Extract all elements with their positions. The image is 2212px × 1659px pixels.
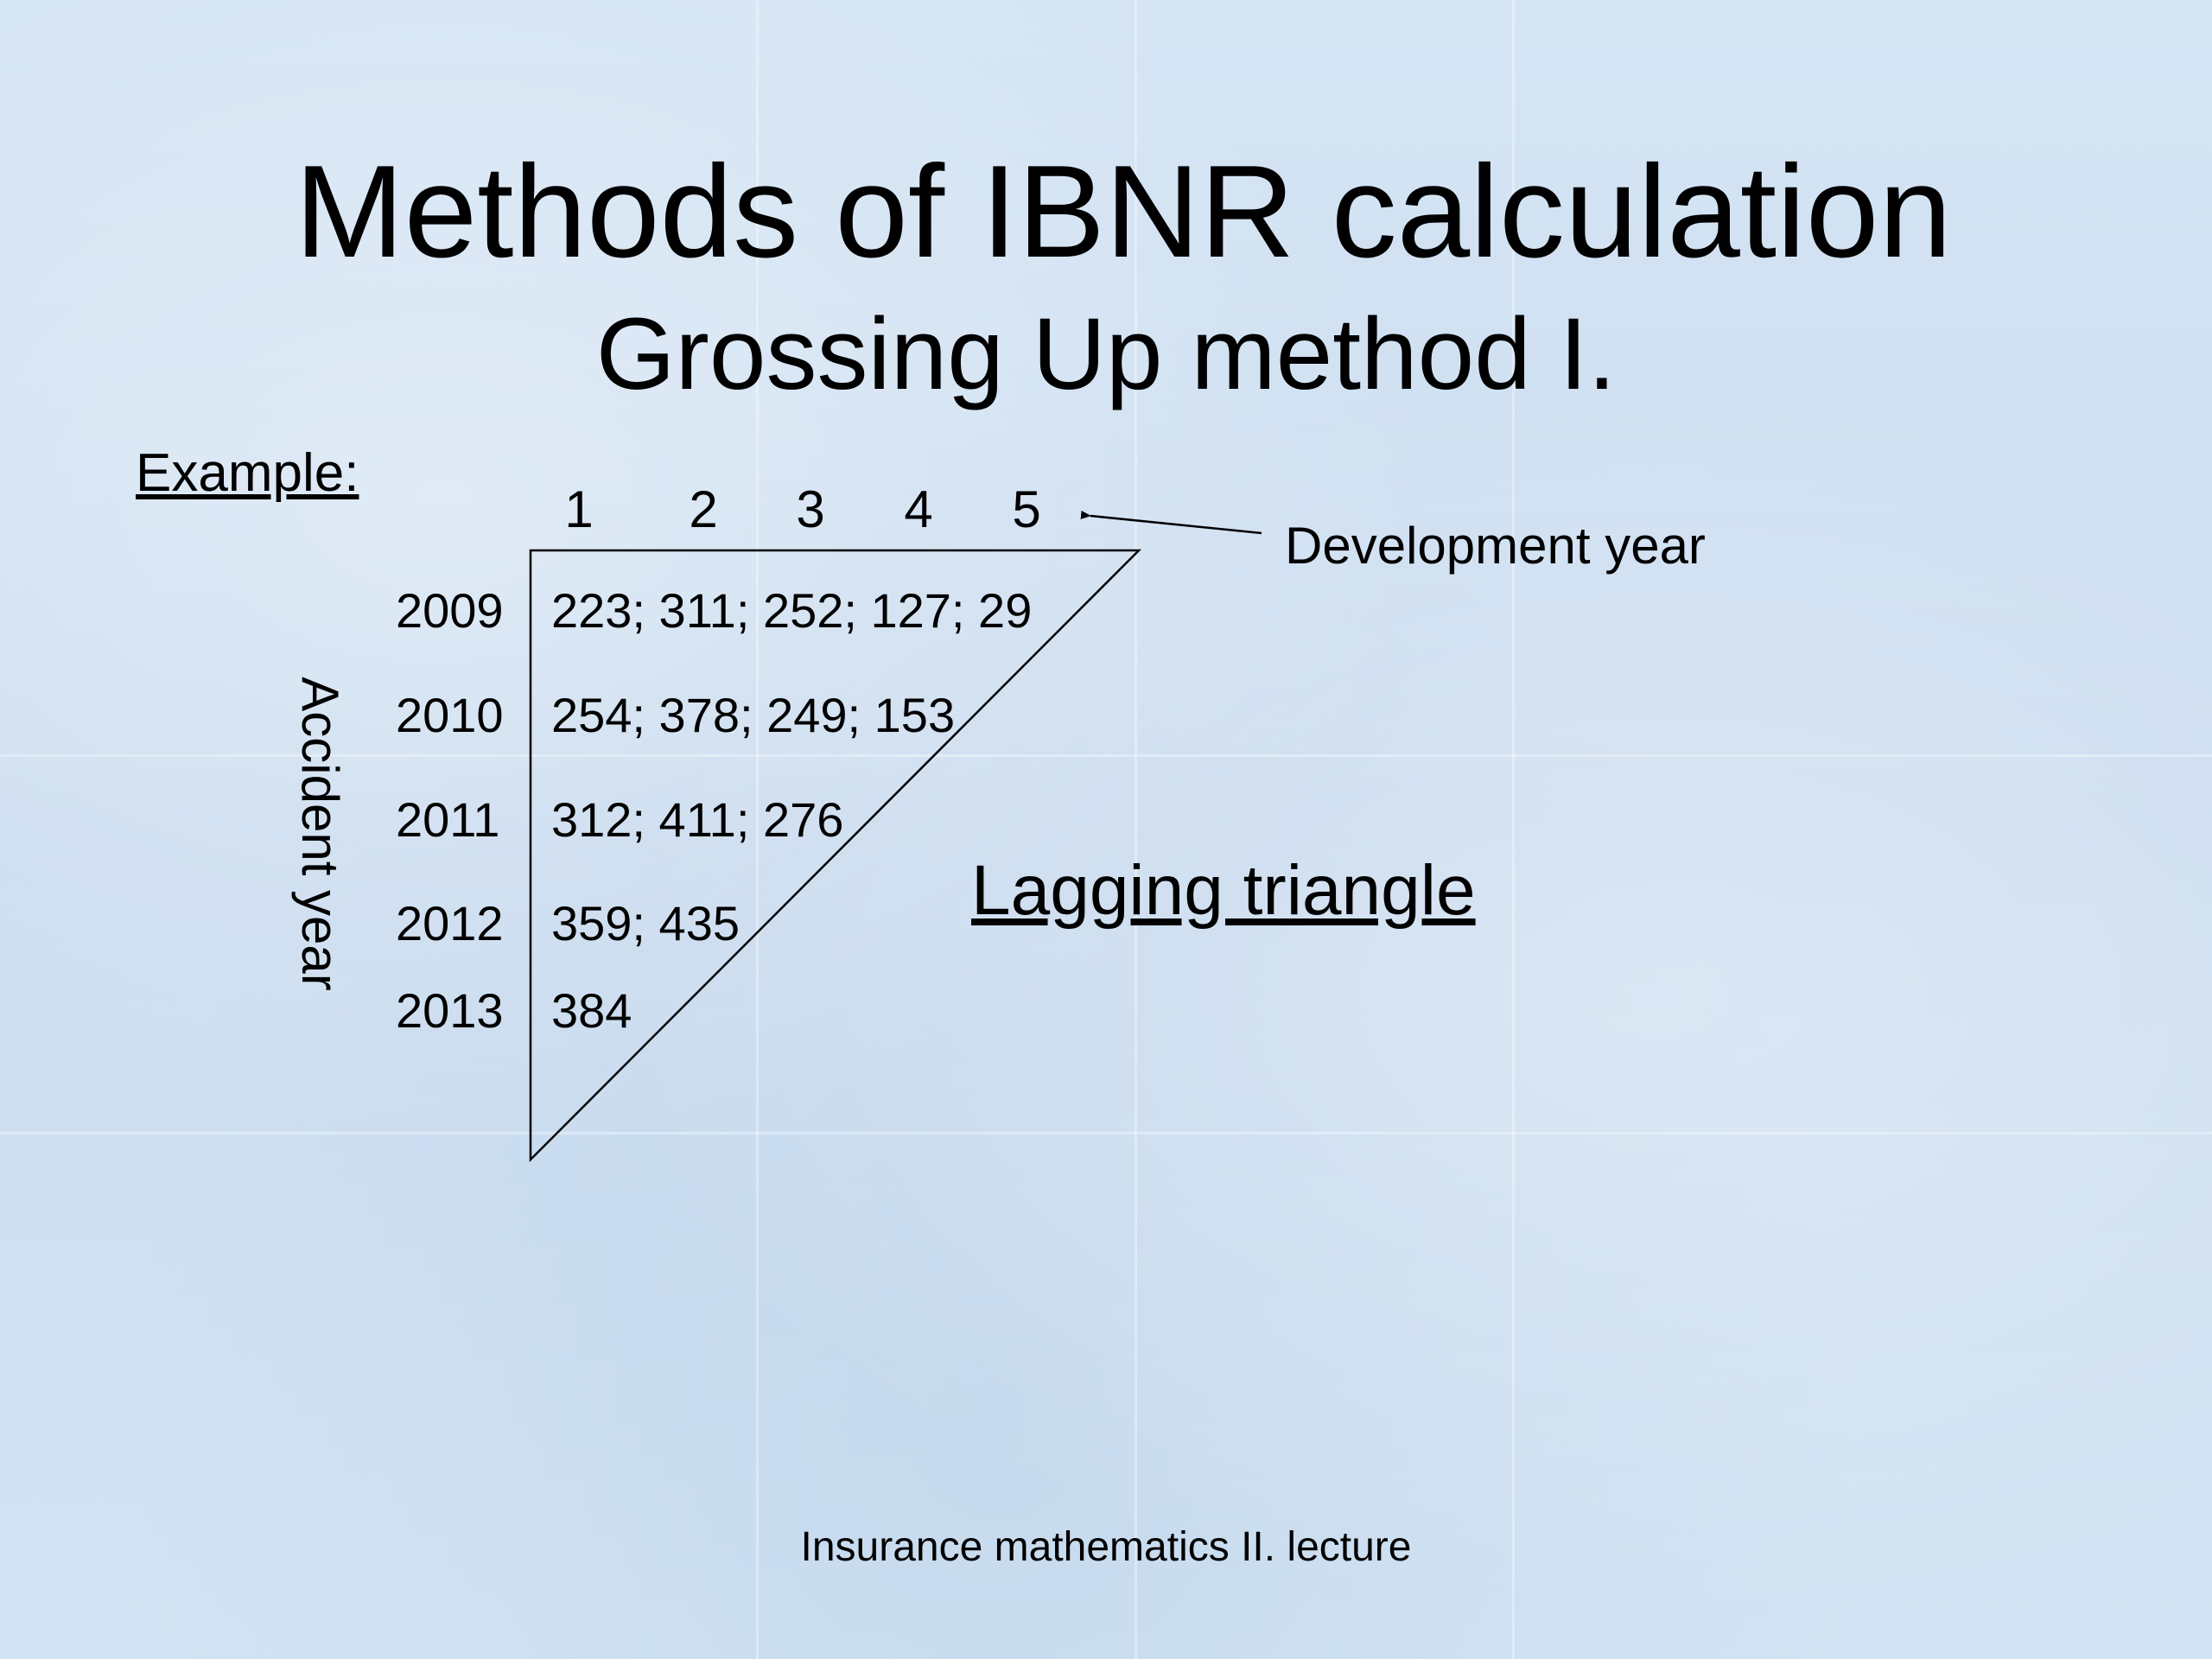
accident-year-2010: 2010 xyxy=(396,688,504,742)
texture-seam xyxy=(0,754,2212,757)
triangle-row-2011: 312; 411; 276 xyxy=(551,792,844,847)
development-year-3: 3 xyxy=(796,480,825,538)
texture-seam xyxy=(1135,0,1137,1659)
slide-subtitle: Grossing Up method I. xyxy=(595,297,1617,411)
lagging-triangle-label: Lagging triangle xyxy=(971,851,1476,930)
accident-year-2013: 2013 xyxy=(396,983,504,1038)
lagging-triangle-outline xyxy=(529,549,1142,1163)
development-year-1: 1 xyxy=(564,480,594,538)
accident-year-2009: 2009 xyxy=(396,583,504,638)
texture-seam xyxy=(756,0,759,1659)
development-year-label: Development year xyxy=(1285,517,1706,575)
accident-year-2012: 2012 xyxy=(396,896,504,950)
triangle-row-2012: 359; 435 xyxy=(551,896,740,950)
triangle-row-2010: 254; 378; 249; 153 xyxy=(551,688,956,742)
development-year-5: 5 xyxy=(1012,480,1041,538)
footer-text: Insurance mathematics II. lecture xyxy=(800,1524,1412,1570)
accident-year-2011: 2011 xyxy=(396,792,500,847)
texture-seam xyxy=(1512,0,1515,1659)
triangle-row-2009: 223; 311; 252; 127; 29 xyxy=(551,583,1033,638)
texture-seam xyxy=(0,1132,2212,1135)
example-label: Example: xyxy=(136,443,359,503)
development-year-4: 4 xyxy=(904,480,933,538)
development-year-arrow xyxy=(1080,510,1262,535)
triangle-row-2013: 384 xyxy=(551,983,632,1038)
slide-title: Methods of IBNR calculation xyxy=(295,138,1952,285)
development-year-2: 2 xyxy=(689,480,718,538)
